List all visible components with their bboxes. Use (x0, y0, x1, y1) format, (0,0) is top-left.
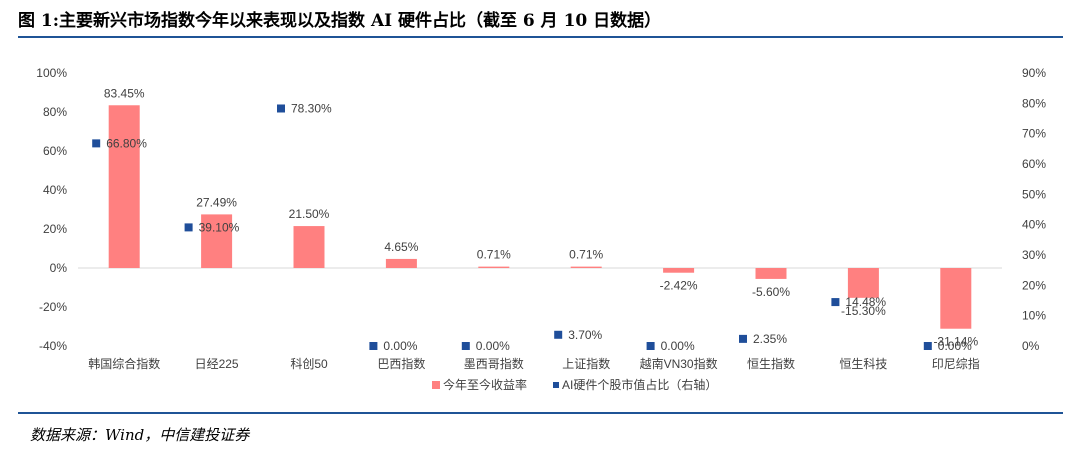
left-tick-label: 80% (43, 105, 67, 119)
ai-share-data-label: 0.00% (383, 339, 417, 353)
right-tick-label: 0% (1022, 339, 1040, 353)
return-data-label: 0.71% (477, 248, 511, 262)
right-tick-label: 10% (1022, 309, 1046, 323)
category-label: 科创50 (290, 357, 328, 371)
ai-share-data-label: 0.00% (661, 339, 695, 353)
return-data-label: -15.30% (841, 304, 886, 318)
ai-share-marker (923, 342, 932, 350)
ai-share-marker (554, 330, 563, 339)
right-tick-label: 70% (1022, 127, 1046, 141)
ai-share-marker (369, 342, 378, 350)
legend: 今年至今收益率 AI硬件个股市值占比（右轴） (432, 377, 717, 392)
category-label: 墨西哥指数 (464, 356, 524, 371)
return-bar (847, 268, 879, 298)
return-data-label: -5.60% (752, 285, 790, 299)
left-tick-label: 20% (43, 222, 67, 236)
legend-swatch-returns (432, 381, 440, 389)
left-tick-label: -20% (39, 300, 67, 314)
category-label: 韩国综合指数 (88, 356, 160, 371)
right-axis: 0% 10% 20% 30% 40% 50% 60% 70% 80% 90% (1022, 66, 1046, 353)
ai-share-data-label: 14.48% (845, 295, 886, 309)
right-tick-label: 90% (1022, 66, 1046, 80)
chart-title: 图 1:主要新兴市场指数今年以来表现以及指数 AI 硬件占比（截至 6 月 10… (18, 11, 662, 31)
bottom-rule (18, 412, 1063, 414)
legend-label-returns: 今年至今收益率 (443, 377, 527, 392)
category-label: 恒生指数 (747, 356, 795, 371)
bar-series: 83.45% 27.49% 21.50% 4.65% 0.71% 0.71% -2.42% -… (104, 86, 979, 348)
return-bar (478, 266, 510, 268)
right-tick-label: 50% (1022, 187, 1046, 201)
return-data-label: -2.42% (660, 279, 698, 293)
title-rule (18, 36, 1063, 38)
right-tick-label: 40% (1022, 218, 1046, 232)
ai-share-marker (92, 139, 101, 148)
source-note: 数据来源：Wind，中信建投证券 (30, 426, 250, 444)
left-axis: -40% -20% 0% 20% 40% 60% 80% 100% (36, 66, 67, 353)
left-tick-label: 60% (43, 144, 67, 158)
return-data-label: 0.71% (569, 248, 603, 262)
ai-share-data-label: 66.80% (106, 136, 147, 150)
category-label: 越南VN30指数 (640, 356, 718, 371)
category-label: 巴西指数 (377, 356, 425, 371)
right-tick-label: 30% (1022, 248, 1046, 262)
return-data-label: 27.49% (196, 195, 237, 209)
return-bar (940, 268, 972, 329)
return-bar (570, 266, 602, 268)
return-bar (201, 214, 233, 268)
return-data-label: -31.14% (933, 335, 978, 349)
ai-share-marker (646, 342, 655, 350)
return-data-label: 4.65% (384, 240, 418, 254)
category-labels: 韩国综合指数 日经225 科创50 巴西指数 墨西哥指数 上证指数 越南VN30指数 恒生指数… (88, 356, 980, 371)
left-tick-label: -40% (39, 339, 67, 353)
ai-share-data-label: 39.10% (199, 220, 240, 234)
return-bar (755, 268, 787, 279)
legend-label-ai-share: AI硬件个股市值占比（右轴） (562, 377, 717, 392)
return-data-label: 83.45% (104, 86, 145, 100)
legend-swatch-ai-share (553, 382, 559, 388)
chart: -40% -20% 0% 20% 40% 60% 80% 100% 0% 10% 20% 30% 40… (36, 66, 1046, 392)
ai-share-data-label: 0.00% (476, 339, 510, 353)
category-label: 恒生科技 (839, 357, 887, 371)
left-tick-label: 0% (50, 261, 68, 275)
return-bar (108, 105, 140, 269)
ai-share-data-label: 3.70% (568, 328, 602, 342)
left-tick-label: 100% (36, 66, 67, 80)
right-tick-label: 20% (1022, 278, 1046, 292)
right-tick-label: 60% (1022, 157, 1046, 171)
return-bar (293, 226, 325, 268)
ai-share-marker (831, 298, 840, 307)
marker-series: 66.80% 39.10% 78.30% 0.00% 0.00% 3.70% 0.00% 2.… (92, 101, 972, 353)
category-label: 上证指数 (562, 356, 610, 371)
ai-share-data-label: 0.00% (938, 339, 972, 353)
right-tick-label: 80% (1022, 96, 1046, 110)
ai-share-marker (277, 104, 285, 113)
ai-share-data-label: 78.30% (291, 101, 332, 115)
ai-share-data-label: 2.35% (753, 332, 787, 346)
category-label: 日经225 (195, 357, 239, 371)
return-data-label: 21.50% (289, 207, 330, 221)
ai-share-marker (184, 223, 193, 232)
category-label: 印尼综指 (932, 356, 980, 371)
ai-share-marker (461, 342, 470, 350)
return-bar (385, 258, 417, 268)
left-tick-label: 40% (43, 183, 67, 197)
ai-share-marker (739, 334, 747, 343)
return-bar (663, 268, 695, 273)
